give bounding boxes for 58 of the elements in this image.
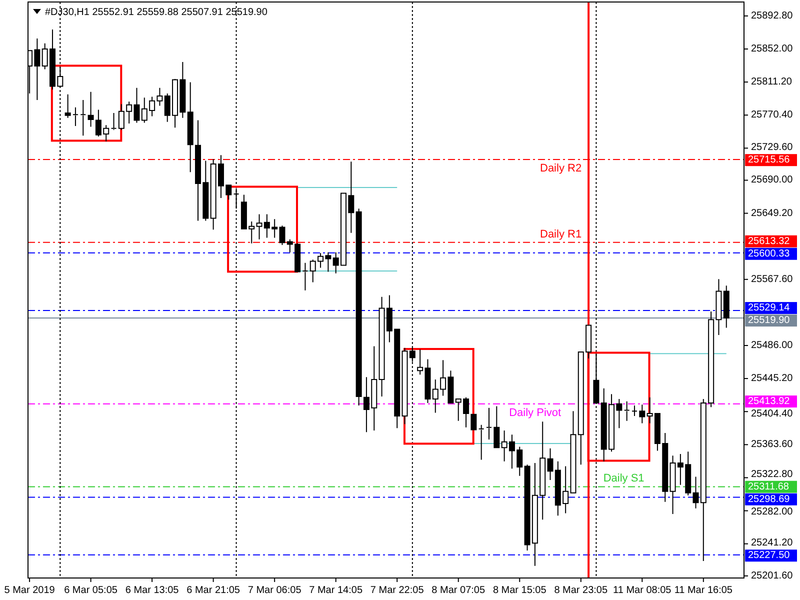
text: 25600.33: [748, 248, 790, 260]
x-tick-label: 6 Mar 21:05: [186, 585, 240, 596]
candlestick: [723, 285, 730, 328]
ref-line-label: Daily Pivot: [509, 406, 562, 419]
text: 25529.14: [748, 302, 790, 314]
text: 25519.90: [748, 315, 790, 326]
candlestick: [302, 262, 308, 291]
y-tick-label: 25852.00: [751, 43, 794, 54]
x-tick-label: 7 Mar 22:05: [370, 585, 424, 596]
candlestick: [356, 208, 362, 406]
candlestick: [631, 404, 638, 416]
y-tick-label: 25201.60: [751, 570, 794, 582]
x-tick-label: 7 Mar 14:05: [309, 585, 363, 596]
candlestick: [64, 94, 71, 118]
candlestick: [624, 400, 630, 422]
text: 25227.50: [748, 550, 790, 562]
y-tick-label: 25892.80: [751, 10, 794, 22]
x-tick-label: 7 Mar 06:05: [248, 585, 302, 596]
candlestick: [80, 100, 86, 136]
text: 25311.68: [748, 481, 790, 492]
text: 25613.32: [748, 236, 790, 247]
x-tick-label: 8 Mar 07:05: [432, 585, 486, 596]
candlestick: [486, 407, 492, 440]
y-tick-label: 25404.40: [751, 408, 794, 420]
text: #DJ30,H1 25552.91 25559.88 25507.91 25519.90: [45, 7, 268, 18]
y-tick-label: 25690.00: [751, 174, 794, 186]
y-tick-label: 25649.20: [751, 208, 794, 219]
y-tick-label: 25729.60: [751, 142, 794, 154]
candlestick: [110, 112, 117, 130]
x-tick-label: 8 Mar 15:05: [492, 585, 547, 596]
y-tick-label: 25241.20: [751, 538, 794, 549]
candlestick: [478, 424, 484, 460]
text: 25715.56: [748, 154, 790, 166]
y-tick-label: 25282.00: [751, 506, 794, 518]
candlestick: [187, 82, 194, 173]
x-tick-label: 8 Mar 23:05: [554, 585, 608, 596]
y-tick-label: 25363.60: [751, 439, 794, 450]
ref-line-label: Daily S1: [603, 472, 644, 485]
candlestick: [494, 406, 500, 448]
candlestick: [639, 404, 646, 424]
candlestick: [72, 106, 78, 126]
x-tick-label: 6 Mar 05:05: [64, 585, 118, 596]
y-tick-label: 25445.20: [751, 373, 794, 384]
y-tick-label: 25567.60: [751, 274, 794, 285]
candlestick: [470, 414, 477, 430]
text: 25298.69: [748, 494, 790, 505]
ref-line-label: Daily R1: [540, 228, 582, 240]
ref-line-label: Daily R2: [540, 162, 582, 175]
y-tick-label: 25811.20: [751, 76, 792, 88]
x-tick-label: 11 Mar 16:05: [674, 585, 733, 596]
y-tick-label: 25486.00: [751, 340, 794, 351]
x-tick-label: 5 Mar 2019: [4, 585, 56, 596]
y-tick-label: 25770.40: [751, 110, 794, 121]
x-tick-label: 11 Mar 08:05: [613, 585, 672, 596]
x-tick-label: 6 Mar 13:05: [125, 585, 180, 596]
y-tick-label: 25322.80: [751, 468, 794, 480]
candlestick: [88, 91, 94, 128]
text: 25413.92: [748, 396, 790, 407]
